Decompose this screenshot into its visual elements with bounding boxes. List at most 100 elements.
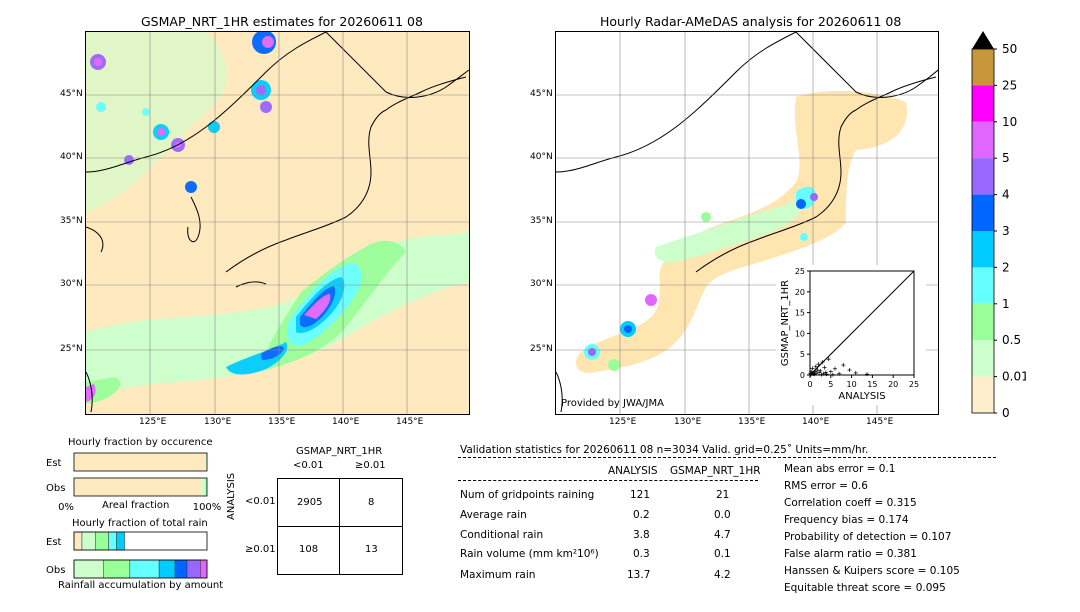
occurrence-title: Hourly fraction by occurence bbox=[68, 437, 213, 448]
fraction-segment bbox=[116, 531, 125, 551]
colorbar-swatch bbox=[972, 340, 994, 377]
scatter-point bbox=[828, 369, 833, 374]
validation-row-gsmap: 0.0 bbox=[714, 509, 731, 521]
right-map-canvas bbox=[556, 32, 938, 414]
scatter-point bbox=[826, 357, 831, 362]
right-lat-label: 45°N bbox=[530, 89, 553, 99]
scatter-x-tick-label: 0 bbox=[807, 380, 812, 389]
fraction-segment bbox=[201, 478, 206, 496]
left-map-title: GSMAP_NRT_1HR estimates for 20260611 08 bbox=[141, 14, 423, 29]
fraction-segment bbox=[186, 559, 201, 579]
colorbar-label: 10 bbox=[1002, 115, 1017, 129]
contingency-cell: 108 bbox=[299, 544, 319, 555]
contingency-col-header: <0.01 bbox=[293, 460, 324, 471]
right-lon-label: 145°E bbox=[866, 417, 894, 427]
fraction-segment bbox=[129, 559, 160, 579]
left-lon-label: 130°E bbox=[204, 417, 232, 427]
left-map bbox=[85, 31, 470, 415]
validation-row-gsmap: 21 bbox=[716, 489, 730, 501]
validation-row-label: Num of gridpoints raining bbox=[460, 489, 595, 501]
scatter-point bbox=[815, 368, 820, 373]
colorbar-label: 5 bbox=[1002, 151, 1010, 165]
fraction-segment bbox=[73, 559, 104, 579]
scatter-point bbox=[812, 372, 817, 377]
colorbar-label: 1 bbox=[1002, 297, 1010, 311]
left-lat-label: 40°N bbox=[60, 152, 83, 162]
scatter-frame bbox=[809, 270, 915, 376]
right-lon-label: 140°E bbox=[802, 417, 830, 427]
right-lon-label: 135°E bbox=[738, 417, 766, 427]
totalrain-xlabel: Rainfall accumulation by amount bbox=[58, 580, 224, 591]
validation-row-gsmap: 4.2 bbox=[714, 569, 731, 581]
right-map-rain-field bbox=[576, 90, 907, 373]
scatter-x-tick-label: 5 bbox=[828, 380, 833, 389]
right-lat-label: 40°N bbox=[530, 152, 553, 162]
fraction-segment bbox=[174, 559, 188, 579]
fraction-segment bbox=[108, 531, 117, 551]
colorbar-swatch bbox=[972, 49, 994, 86]
scatter-y-tick-label: 15 bbox=[795, 309, 805, 318]
scatter-point bbox=[847, 368, 852, 373]
scatter-y-tick-label: 10 bbox=[795, 329, 805, 338]
contingency-col-header: ≥0.01 bbox=[355, 460, 386, 471]
colorbar-label: 50 bbox=[1002, 42, 1017, 56]
contingency-table: 2905 8 108 13 bbox=[277, 478, 403, 575]
fraction-segment bbox=[103, 559, 131, 579]
colorbar-label: 0.5 bbox=[1002, 333, 1021, 347]
colorbar-swatch bbox=[972, 303, 994, 341]
scatter-diagonal bbox=[809, 270, 915, 376]
validation-col-gsmap: GSMAP_NRT_1HR bbox=[670, 465, 761, 477]
fraction-bar-frame bbox=[73, 452, 208, 472]
fraction-bar-frame bbox=[73, 531, 208, 551]
contingency-row-header: ≥0.01 bbox=[245, 544, 276, 555]
colorbar-swatch bbox=[972, 158, 994, 195]
scatter-point bbox=[820, 360, 825, 365]
scatter-y-tick-label: 5 bbox=[800, 350, 805, 359]
occurrence-xtick-label: 0% bbox=[58, 502, 74, 513]
category-label: Obs bbox=[46, 565, 65, 576]
left-map-coastlines bbox=[86, 32, 469, 413]
category-label: Est bbox=[46, 458, 62, 469]
occurrence-chart: Est Obs 0% 100% bbox=[46, 452, 222, 513]
scatter-point bbox=[810, 366, 815, 371]
validation-row-gsmap: 0.1 bbox=[714, 548, 731, 560]
validation-row-analysis: 13.7 bbox=[627, 569, 651, 581]
occurrence-xtick-label: 100% bbox=[193, 502, 222, 513]
left-lon-label: 125°E bbox=[139, 417, 167, 427]
validation-row-analysis: 0.3 bbox=[633, 548, 650, 560]
validation-col-analysis: ANALYSIS bbox=[608, 465, 658, 477]
colorbar-extend-arrow bbox=[972, 31, 994, 49]
contingency-cell: 2905 bbox=[297, 497, 323, 508]
fraction-segment bbox=[200, 559, 208, 579]
fraction-segment bbox=[81, 531, 96, 551]
contingency-cell: 13 bbox=[365, 544, 378, 555]
scatter-point bbox=[841, 363, 846, 368]
fraction-bar-frame bbox=[73, 559, 208, 579]
colorbar-swatch bbox=[972, 267, 994, 304]
scatter-point bbox=[823, 370, 828, 375]
fraction-segment bbox=[74, 453, 207, 471]
colorbar-swatch bbox=[972, 121, 994, 159]
score-line: RMS error = 0.6 bbox=[784, 480, 868, 492]
scatter-x-tick-label: 25 bbox=[909, 380, 919, 389]
scatter-ylabel: GSMAP_NRT_1HR bbox=[780, 280, 791, 366]
colorbar-swatch bbox=[972, 376, 994, 413]
scatter-x-tick-label: 10 bbox=[847, 380, 857, 389]
scatter-point bbox=[818, 368, 823, 373]
colorbar-swatch bbox=[972, 85, 994, 122]
scatter-point bbox=[813, 364, 818, 369]
contingency-title: GSMAP_NRT_1HR bbox=[296, 446, 383, 457]
colorbar-swatch bbox=[972, 231, 994, 268]
right-lat-label: 35°N bbox=[530, 216, 553, 226]
right-map-coastlines bbox=[556, 32, 938, 413]
right-map-title: Hourly Radar-AMeDAS analysis for 2026061… bbox=[600, 14, 902, 29]
scatter-inset: 0 5 10 15 20 25 0 5 10 15 20 25 ANALYSIS GSMAP_NRT_1H… bbox=[776, 265, 926, 405]
validation-row-label: Conditional rain bbox=[460, 529, 544, 541]
scatter-xlabel: ANALYSIS bbox=[838, 391, 885, 402]
left-lat-label: 30°N bbox=[60, 279, 83, 289]
right-lat-label: 30°N bbox=[530, 279, 553, 289]
right-lon-label: 125°E bbox=[609, 417, 637, 427]
fraction-segment bbox=[74, 478, 202, 496]
scatter-y-tick-label: 20 bbox=[795, 288, 805, 297]
validation-row-analysis: 3.8 bbox=[633, 529, 650, 541]
